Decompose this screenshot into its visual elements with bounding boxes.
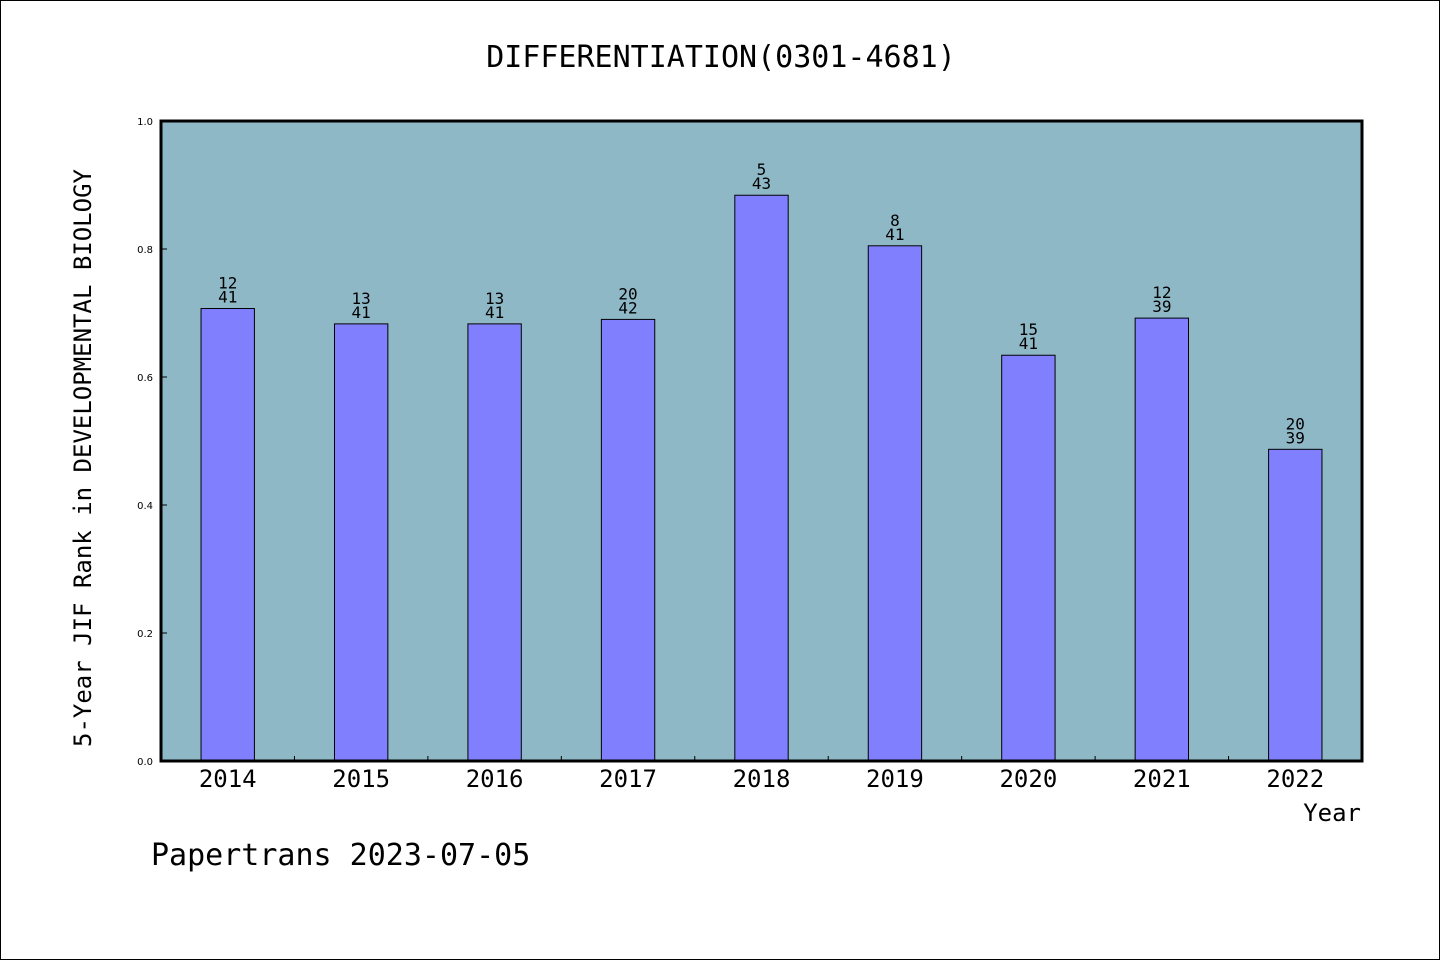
y-tick-label: 1.0 <box>137 117 153 128</box>
bar-label-total-2018: 43 <box>752 174 771 193</box>
bar-label-rank-2016: 13 <box>485 289 504 308</box>
x-tick-label-2020: 2020 <box>999 765 1057 793</box>
x-tick-label-2016: 2016 <box>466 765 524 793</box>
bar-label-rank-2017: 20 <box>618 284 637 303</box>
x-tick-label-2022: 2022 <box>1266 765 1324 793</box>
bar-label-rank-2022: 20 <box>1286 414 1305 433</box>
x-tick-label-2021: 2021 <box>1133 765 1191 793</box>
x-tick-label-2014: 2014 <box>199 765 257 793</box>
ticks-layer: 2014 2015 2016 2017 2018 2019 2020 2021 20220.00… <box>137 117 1324 793</box>
bar-label-total-2016: 41 <box>485 303 504 322</box>
bar-2019 <box>867 245 923 762</box>
y-tick-label: 0.8 <box>137 245 153 256</box>
bar-2017 <box>600 318 656 762</box>
bar-label-total-2022: 39 <box>1286 428 1305 447</box>
chart-title: DIFFERENTIATION(0301-4681) <box>486 40 956 75</box>
y-tick-label: 0.6 <box>137 373 153 384</box>
y-tick-label: 0.2 <box>137 629 153 640</box>
bar-2018 <box>734 194 789 762</box>
bar-2021 <box>1134 317 1190 762</box>
bar-label-total-2014: 41 <box>218 288 237 307</box>
bar-label-total-2021: 39 <box>1152 297 1171 316</box>
bar-2020 <box>1001 354 1056 762</box>
bar-label-rank-2021: 12 <box>1152 283 1171 302</box>
bar-2014 <box>200 308 255 762</box>
bar-label-total-2019: 41 <box>885 225 904 244</box>
bar-label-total-2020: 41 <box>1019 334 1038 353</box>
bar-label-rank-2019: 8 <box>890 211 900 230</box>
x-tick-label-2018: 2018 <box>733 765 791 793</box>
bar-2016 <box>467 323 522 762</box>
bar-label-rank-2014: 12 <box>218 274 237 293</box>
x-tick-label-2015: 2015 <box>332 765 390 793</box>
plot-border <box>159 119 1364 763</box>
y-tick-label: 0.0 <box>137 757 153 768</box>
bar-label-total-2017: 42 <box>618 298 637 317</box>
bar-label-rank-2020: 15 <box>1019 320 1038 339</box>
footer-credit: Papertrans 2023-07-05 <box>151 838 530 873</box>
x-tick-label-2019: 2019 <box>866 765 924 793</box>
x-axis-label: Year <box>1303 799 1361 827</box>
y-tick-label: 0.4 <box>137 501 153 512</box>
bar-2015 <box>333 323 389 762</box>
bar-label-rank-2018: 5 <box>757 160 767 179</box>
bar-label-rank-2015: 13 <box>352 289 371 308</box>
bar-2022 <box>1268 448 1323 762</box>
bar-label-total-2015: 41 <box>352 303 371 322</box>
y-axis-label: 5-Year JIF Rank in DEVELOPMENTAL BIOLOGY <box>69 168 97 747</box>
x-tick-label-2017: 2017 <box>599 765 657 793</box>
